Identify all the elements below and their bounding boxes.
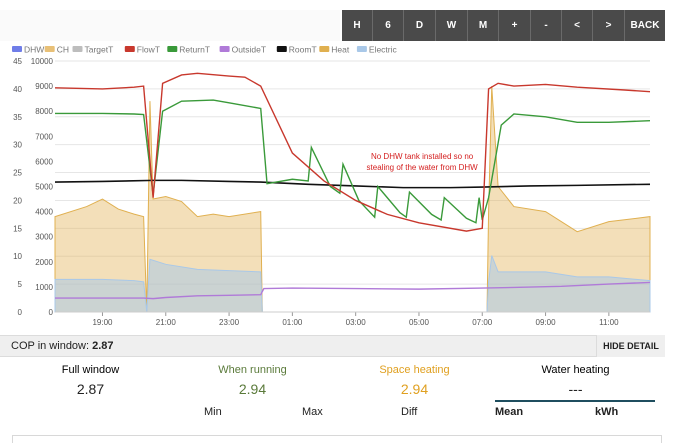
stat-water-heating: Water heating ---: [493, 364, 658, 397]
x-tick-21:00: 21:00: [156, 318, 177, 327]
y-right-tick-2000: 2000: [35, 258, 53, 267]
x-tick-11:00: 11:00: [599, 318, 619, 327]
y-left-tick-45: 45: [13, 57, 22, 66]
legend-swatch-flowt: [124, 46, 135, 52]
legend-label-roomt: RoomT: [289, 45, 317, 55]
series-line-flowt: [54, 72, 651, 232]
y-right-tick-1000: 1000: [35, 283, 53, 292]
stat-space-heating: Space heating 2.94: [332, 364, 497, 397]
legend-label-heat: Heat: [331, 45, 350, 55]
hide-detail-button[interactable]: HIDE DETAIL: [596, 335, 665, 357]
stat-space-heating-value: 2.94: [400, 381, 429, 397]
legend-swatch-returnt: [167, 46, 178, 52]
x-tick-01:00: 01:00: [282, 318, 303, 327]
cop-window-text: COP in window:: [11, 340, 90, 352]
series-line-returnt: [55, 99, 651, 224]
stat-water-heating-value: ---: [568, 381, 583, 397]
stat-full-window: Full window 2.87: [8, 364, 173, 397]
zoom-in-button[interactable]: +: [499, 10, 531, 41]
legend-swatch-ch: [44, 46, 55, 52]
toolbar-spacer: [0, 10, 340, 41]
week-view-button[interactable]: W: [436, 10, 468, 41]
legend-label-returnt: ReturnT: [179, 45, 210, 55]
chart-annotation-line-1: stealing of the water from DHW: [367, 163, 479, 172]
y-right-tick-6000: 6000: [35, 157, 53, 166]
cop-window-label: COP in window: 2.87: [11, 340, 114, 352]
x-tick-05:00: 05:00: [409, 318, 430, 327]
y-right-tick-0: 0: [49, 308, 54, 317]
y-left-tick-25: 25: [13, 169, 22, 178]
tab-active-underline: [495, 400, 655, 402]
detail-box: [12, 435, 662, 443]
y-right-tick-9000: 9000: [35, 82, 53, 91]
x-tick-07:00: 07:00: [472, 318, 493, 327]
y-left-tick-40: 40: [13, 85, 22, 94]
y-right-tick-5000: 5000: [35, 183, 53, 192]
y-right-tick-3000: 3000: [35, 233, 53, 242]
stat-water-heating-title: Water heating: [541, 364, 610, 376]
legend-label-flowt: FlowT: [137, 45, 160, 55]
y-left-tick-15: 15: [13, 224, 22, 233]
x-tick-23:00: 23:00: [219, 318, 240, 327]
back-button[interactable]: BACK: [625, 10, 665, 41]
month-view-button[interactable]: M: [468, 10, 499, 41]
y-left-tick-5: 5: [18, 280, 23, 289]
cop-window-value: 2.87: [92, 340, 114, 352]
y-right-tick-7000: 7000: [35, 132, 53, 141]
legend-swatch-outsidet: [219, 46, 230, 52]
x-tick-03:00: 03:00: [346, 318, 367, 327]
stat-full-window-title: Full window: [61, 364, 120, 376]
legend-swatch-dhw: [12, 46, 22, 52]
power-temperature-chart[interactable]: DHW CH TargetT FlowT ReturnT OutsideT RoomT Hea…: [0, 41, 665, 335]
zoom-out-button[interactable]: -: [531, 10, 562, 41]
stat-when-running-value: 2.94: [238, 381, 267, 397]
series-area-heat: [54, 86, 651, 313]
y-left-tick-35: 35: [13, 113, 22, 122]
tab-min[interactable]: Min: [204, 406, 222, 418]
y-left-tick-0: 0: [18, 308, 23, 317]
day-view-button[interactable]: D: [404, 10, 436, 41]
six-hour-view-button[interactable]: 6: [373, 10, 404, 41]
y-right-tick-10000: 10000: [31, 57, 54, 66]
tab-diff[interactable]: Diff: [401, 406, 418, 418]
legend-swatch-roomt: [276, 46, 287, 52]
legend-swatch-electric: [356, 46, 367, 52]
tab-kwh[interactable]: kWh: [595, 406, 619, 418]
pan-right-button[interactable]: >: [593, 10, 625, 41]
stat-when-running-title: When running: [218, 364, 287, 376]
legend-label-ch: CH: [57, 45, 69, 55]
tab-mean[interactable]: Mean: [495, 406, 524, 418]
x-tick-09:00: 09:00: [536, 318, 557, 327]
stat-full-window-value: 2.87: [76, 381, 105, 397]
legend-label-dhw: DHW: [24, 45, 44, 55]
y-left-tick-10: 10: [13, 252, 22, 261]
legend-swatch-targett: [72, 46, 83, 52]
pan-left-button[interactable]: <: [562, 10, 593, 41]
legend-swatch-heat: [319, 46, 330, 52]
x-tick-19:00: 19:00: [92, 318, 113, 327]
y-left-tick-20: 20: [13, 196, 22, 205]
stat-space-heating-title: Space heating: [379, 364, 450, 376]
chart-annotation-line-0: No DHW tank installed so no: [371, 152, 474, 161]
series-line-outsidet: [55, 281, 651, 300]
legend-label-outsidet: OutsideT: [232, 45, 267, 55]
legend-label-targett: TargetT: [85, 45, 114, 55]
y-left-tick-30: 30: [13, 141, 22, 150]
legend-label-electric: Electric: [369, 45, 398, 55]
tab-max[interactable]: Max: [302, 406, 323, 418]
y-right-tick-4000: 4000: [35, 208, 53, 217]
cop-bar: COP in window: 2.87: [0, 335, 665, 357]
y-right-tick-8000: 8000: [35, 107, 53, 116]
hour-view-button[interactable]: H: [342, 10, 373, 41]
stat-when-running: When running 2.94: [170, 364, 335, 397]
